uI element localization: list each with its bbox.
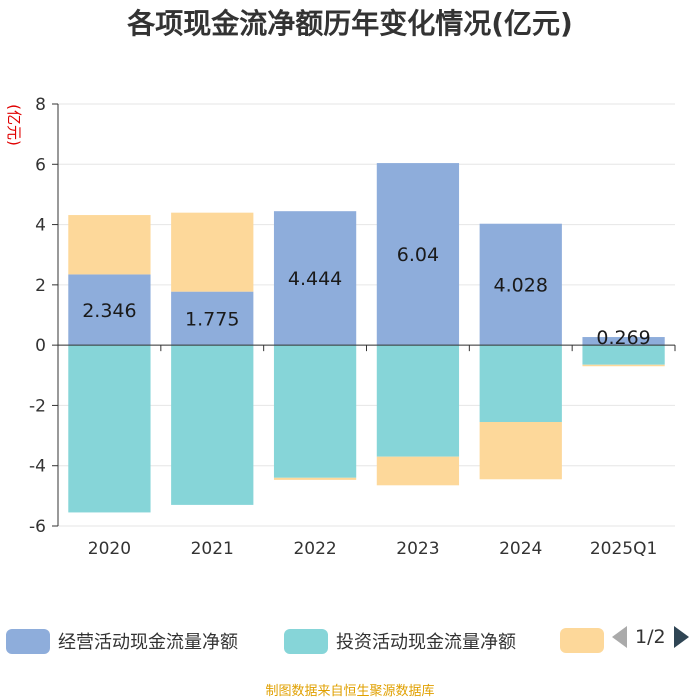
x-tick-label: 2025Q1 (590, 539, 657, 559)
bar-2020-series-1 (68, 274, 151, 346)
legend-item-investing[interactable]: 投资活动现金流量净额 (284, 628, 516, 654)
bar-2020-series-2 (68, 345, 151, 513)
legend-label-operating: 经营活动现金流量净额 (58, 632, 238, 653)
axes: 8 6 4 2 0 -2 -4 -6 2020 2021 2022 2023 2024 2025Q1 (29, 95, 676, 559)
legend: 经营活动现金流量净额 投资活动现金流量净额 1/2 (0, 624, 700, 660)
y-tick-label: -2 (29, 396, 46, 416)
x-tick-label: 2020 (88, 539, 131, 559)
y-tick-label: -6 (29, 517, 46, 537)
data-label-2021: 1.775 (185, 308, 239, 330)
bars (68, 163, 665, 513)
data-label-2020: 2.346 (82, 300, 136, 322)
bar-2025Q1-series-3 (582, 364, 665, 367)
bar-2024-series-3 (479, 422, 562, 480)
y-tick-label: 4 (35, 216, 46, 236)
bar-2021-series-3 (171, 212, 254, 292)
legend-swatch-operating (6, 628, 50, 654)
legend-item-operating[interactable]: 经营活动现金流量净额 (6, 628, 238, 654)
y-tick-label: 8 (35, 95, 46, 115)
x-tick-label: 2022 (293, 539, 336, 559)
bar-2024-series-1 (479, 223, 562, 346)
legend-swatch-investing (284, 628, 328, 654)
legend-label-investing: 投资活动现金流量净额 (336, 632, 516, 653)
bar-2020-series-3 (68, 215, 151, 275)
y-axis-label: (亿元) (5, 104, 23, 146)
bar-2025Q1-series-2 (582, 345, 665, 365)
bar-2022-series-3 (273, 477, 357, 480)
bar-2023-series-2 (376, 345, 460, 457)
y-tick-label: -4 (29, 457, 46, 477)
bar-2022-series-2 (273, 345, 357, 478)
legend-swatch-financing (560, 628, 604, 653)
x-tick-label: 2021 (191, 539, 234, 559)
y-tick-label: 6 (35, 155, 46, 175)
bar-2022-series-1 (273, 211, 357, 346)
y-tick-label: 0 (35, 336, 46, 356)
bar-2023-series-1 (376, 163, 460, 346)
data-label-2023: 6.04 (397, 244, 439, 266)
legend-item-financing[interactable] (560, 628, 612, 653)
data-label-2022: 4.444 (288, 268, 342, 290)
bar-2023-series-3 (376, 456, 460, 486)
legend-page-indicator: 1/2 (635, 626, 666, 648)
x-tick-label: 2023 (396, 539, 439, 559)
legend-prev-arrow-icon[interactable] (612, 626, 627, 648)
bar-2021-series-2 (171, 345, 254, 505)
bar-2025Q1-series-1 (582, 337, 665, 346)
data-label-2025Q1: 0.269 (596, 327, 650, 349)
grid-lines (58, 103, 675, 527)
data-labels: 2.346 1.775 4.444 6.04 4.028 0.269 (82, 244, 651, 349)
bar-2024-series-2 (479, 345, 562, 423)
data-label-2024: 4.028 (494, 274, 548, 296)
legend-next-arrow-icon[interactable] (673, 626, 689, 648)
bar-2021-series-1 (171, 291, 254, 346)
x-tick-label: 2024 (499, 539, 542, 559)
legend-pager: 1/2 (612, 626, 689, 648)
chart-title: 各项现金流净额历年变化情况(亿元) (127, 7, 573, 40)
y-tick-label: 2 (35, 276, 46, 296)
source-note: 制图数据来自恒生聚源数据库 (265, 684, 435, 699)
